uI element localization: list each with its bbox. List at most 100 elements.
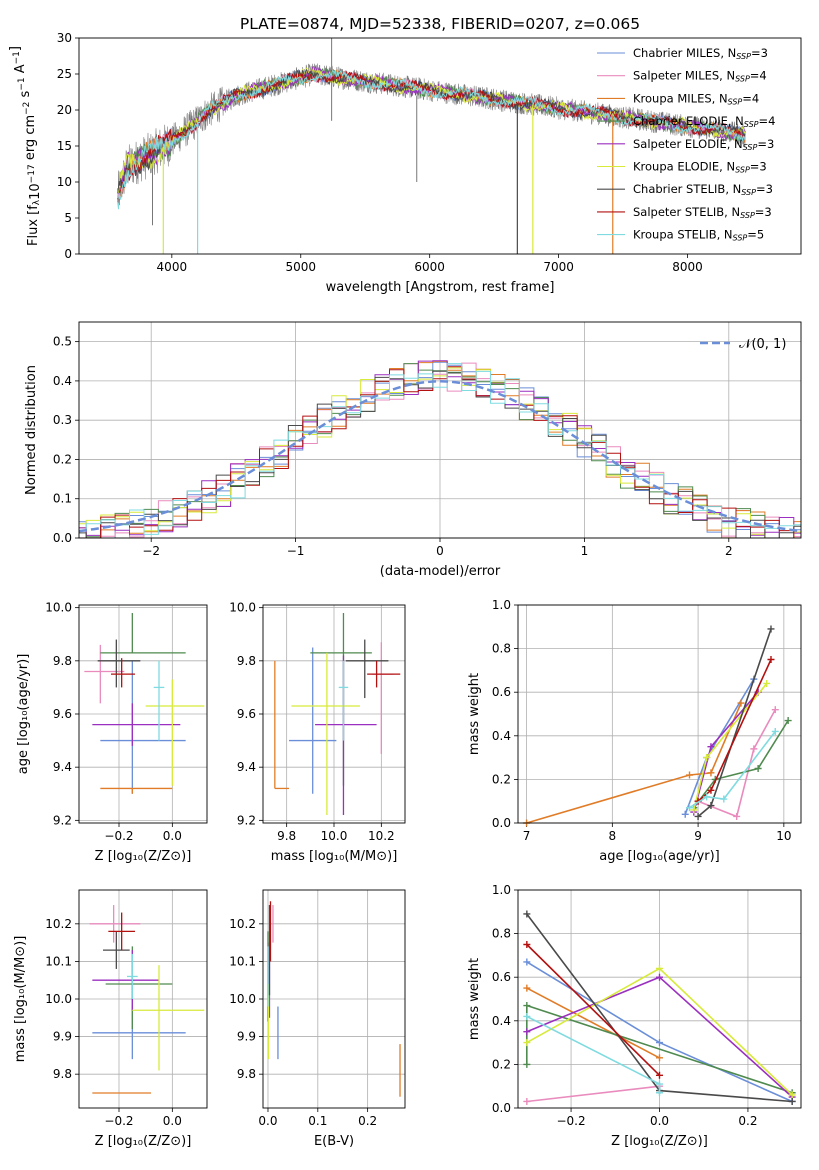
series-point-marker [681,810,689,818]
x-axis-label: Z [log₁₀(Z/Z⊙)] [611,1134,708,1149]
x-tick-label: 0.0 [650,1114,669,1128]
axes-frame [78,889,208,1109]
series-point-marker [523,910,531,918]
x-tick-label: 9 [694,829,702,843]
series-point-marker [694,812,702,820]
y-axis-label: mass [log₁₀(M/M⊙)] [13,936,28,1063]
y-tick-label: 0.0 [492,1101,511,1115]
series-point-marker [656,1080,663,1088]
y-axis-label: age [log₁₀(age/yr)] [16,654,31,775]
y-tick-label: 10.2 [229,917,256,931]
series-point-marker [523,1097,531,1105]
y-tick-label: 0 [64,247,72,261]
y-tick-label: 0.8 [492,642,511,656]
x-axis-label: (data-model)/error [380,564,501,579]
x-axis-label: mass [log₁₀(M/M⊙)] [271,849,398,864]
y-tick-label: 0.8 [492,927,511,941]
y-tick-label: 0.0 [53,531,72,545]
y-tick-label: 1.0 [492,598,511,612]
x-tick-label: 8 [609,829,617,843]
mass-weight-vs-age-panel: 7 8 9 10 0.0 0.2 0.4 0.6 0.8 1.0 age [log₁₀(age/yr… [467,598,802,864]
x-tick-label: 9.8 [277,829,296,843]
y-tick-label: 0.4 [492,1014,511,1028]
y-tick-label: 0.2 [492,772,511,786]
series-line [526,702,742,824]
mass-vs-reddening-panel: 0.0 0.1 0.2 9.8 9.9 10.0 10.1 10.2 E(B-V) [229,889,406,1149]
series-point-marker [523,1028,531,1036]
series-point-marker [656,1039,663,1047]
series-point-marker [763,679,771,687]
y-tick-label: 0.0 [492,816,511,830]
y-tick-label: 0.1 [53,492,72,506]
axes-frame [262,889,406,1109]
series-line [693,720,789,809]
x-tick-label: 0.1 [308,1114,327,1128]
series-point-marker [784,717,792,725]
series-line [689,730,776,809]
y-tick-label: 0.6 [492,970,511,984]
axes-frame [78,321,802,539]
series-point-marker [523,1012,531,1020]
x-axis-label: E(B-V) [314,1134,354,1149]
axes-frame [78,37,802,255]
series-point-marker [788,1091,796,1099]
y-tick-label: 0.4 [53,374,72,388]
x-axis-label: wavelength [Angstrom, rest frame] [326,280,555,295]
y-tick-label: 10 [57,175,72,189]
y-axis-label: mass weight [467,958,482,1040]
y-tick-label: 9.9 [53,1030,72,1044]
axes-frame [262,604,406,824]
x-tick-label: 10 [776,829,791,843]
y-tick-label: 10.0 [45,601,72,615]
y-tick-label: 9.6 [237,707,256,721]
y-tick-label: 9.8 [53,654,72,668]
series-line [526,943,661,1076]
y-axis-label: Normed distribution [24,365,39,495]
normal-reference-curve [79,380,801,533]
y-tick-label: 0.2 [492,1057,511,1071]
x-tick-label: 10.2 [368,829,395,843]
mass-vs-metallicity-panel: −0.2 0.0 9.8 9.9 10.0 10.1 10.2 Z [log₁₀(Z/Z⊙)]… [13,889,208,1149]
series-point-marker [720,795,728,803]
series-point-marker [707,802,715,810]
legend-label: Salpeter MILES, NSSP=4 [633,69,767,84]
model-spectrum-line [117,69,746,210]
y-tick-label: 20 [57,103,72,117]
x-tick-label: 6000 [414,260,445,274]
y-tick-label: 25 [57,67,72,81]
y-tick-label: 0.6 [492,685,511,699]
y-tick-label: 0.5 [53,335,72,349]
y-tick-label: 9.6 [53,707,72,721]
y-tick-label: 10.1 [45,954,72,968]
series-line [526,987,660,1059]
x-axis-label: Z [log₁₀(Z/Z⊙)] [95,1134,192,1149]
y-tick-label: 10.2 [45,917,72,931]
mass-weight-vs-metallicity-panel: −0.2 0.0 0.2 0.0 0.2 0.4 0.6 0.8 1.0 Z [log₁₀(Z/Z… [467,883,802,1149]
x-tick-label: 1 [581,544,589,558]
y-tick-label: 5 [64,211,72,225]
y-tick-label: 0.3 [53,413,72,427]
series-point-marker [750,745,758,753]
series-point-marker [703,754,711,762]
series-point-marker [656,1071,663,1079]
x-tick-label: 5000 [285,260,316,274]
spectrum-panel: 4000 5000 6000 7000 8000 0 5 10 15 20 25 30 PLATE=08… [8,15,802,295]
y-tick-label: 9.9 [237,1030,256,1044]
series-point-marker [523,1002,531,1010]
x-tick-label: −0.2 [104,1114,133,1128]
y-tick-label: 9.4 [53,760,72,774]
series-point-marker [523,958,531,966]
series-point-marker [771,727,779,735]
residual-histogram-step [79,363,801,538]
series-point-marker [523,984,531,992]
series-point-marker [733,812,741,820]
y-tick-label: 10.1 [229,954,256,968]
x-tick-label: 2 [725,544,733,558]
residuals-panel: −2 −1 0 1 2 0.0 0.1 0.2 0.3 0.4 0.5 (data-model)/er… [24,321,802,579]
legend-label: Chabrier MILES, NSSP=3 [633,46,768,61]
legend-label: Kroupa STELIB, NSSP=5 [633,228,764,243]
x-tick-label: 8000 [672,260,703,274]
axes-frame [517,604,802,824]
y-tick-label: 10.0 [45,992,72,1006]
